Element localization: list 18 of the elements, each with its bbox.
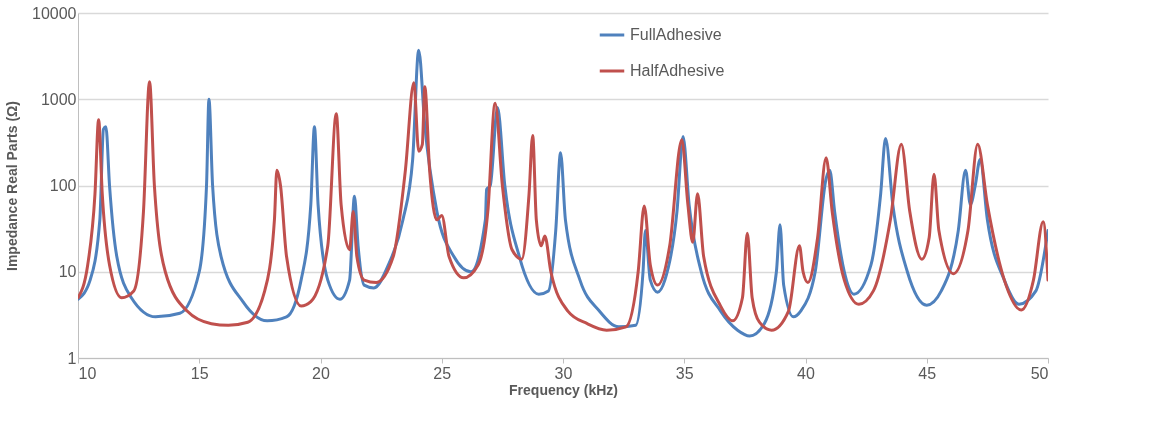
x-tick-label: 40 — [797, 364, 815, 382]
x-tick-label: 10 — [78, 364, 97, 382]
legend-label: HalfAdhesive — [630, 62, 725, 79]
legend-label: FullAdhesive — [630, 26, 722, 43]
x-tick-label: 20 — [312, 364, 330, 382]
x-tick-label: 50 — [1030, 364, 1049, 382]
y-tick-label: 10000 — [32, 4, 77, 22]
x-tick-label: 25 — [433, 364, 452, 382]
x-tick-label: 45 — [918, 364, 937, 382]
x-tick-label: 30 — [554, 364, 573, 382]
y-tick-label: 100 — [49, 177, 77, 194]
y-tick-label: 10 — [58, 263, 77, 281]
x-axis-title: Frequency (kHz) — [509, 381, 618, 398]
y-axis-title: Impedance Real Parts (Ω) — [4, 101, 21, 271]
x-tick-label: 35 — [675, 364, 694, 382]
y-tick-label: 1 — [67, 349, 77, 367]
y-tick-label: 1000 — [40, 90, 77, 108]
x-tick-label: 15 — [190, 364, 209, 382]
